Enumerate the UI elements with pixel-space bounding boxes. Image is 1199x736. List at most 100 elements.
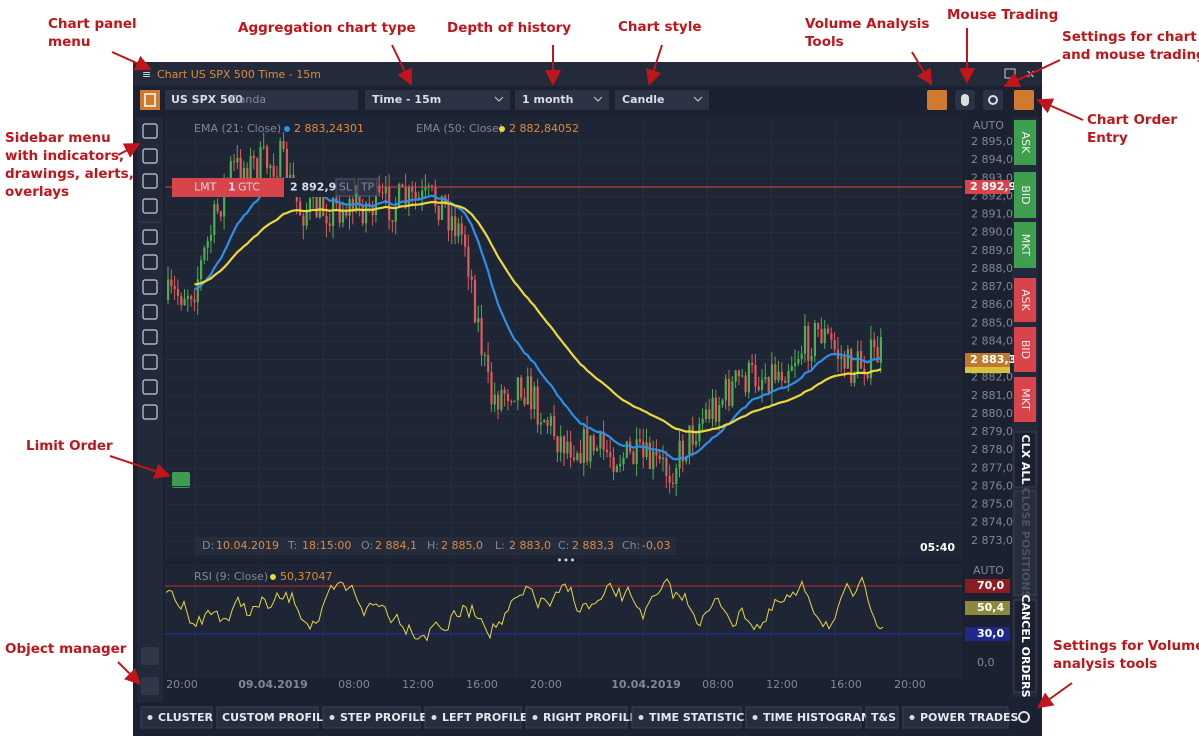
order-entry-button[interactable] xyxy=(1014,172,1036,218)
menu-icon[interactable]: ≡ xyxy=(142,68,151,81)
candle-body xyxy=(625,441,628,458)
bottom-button[interactable] xyxy=(424,706,522,729)
sidebar-tool[interactable] xyxy=(142,254,158,270)
bottom-button[interactable] xyxy=(745,706,862,729)
annotation: Settings for chart xyxy=(1062,29,1197,45)
sidebar-tool[interactable] xyxy=(142,148,158,164)
settings-button[interactable] xyxy=(983,90,1003,110)
price-tag-label: 2 892,9 xyxy=(970,180,1016,193)
order-entry-button[interactable] xyxy=(1014,120,1036,165)
annotation: Chart Order xyxy=(1087,112,1177,128)
rsi-line xyxy=(165,576,884,642)
info-value: 10.04.2019 xyxy=(216,539,279,552)
sidebar-tool[interactable] xyxy=(142,404,158,420)
order-entry-button[interactable] xyxy=(1014,222,1036,268)
order-entry-button[interactable] xyxy=(1014,377,1036,422)
bottom-button[interactable] xyxy=(902,706,1009,729)
bottom-dot xyxy=(329,715,335,720)
candle-body xyxy=(308,198,312,213)
candle-body xyxy=(665,457,668,476)
trash-button[interactable] xyxy=(141,647,159,665)
gear-icon xyxy=(988,95,998,105)
order-entry-button[interactable] xyxy=(1014,278,1036,322)
candle-body xyxy=(450,216,453,231)
rsi-tag xyxy=(965,627,1010,641)
order-entry-button[interactable] xyxy=(1013,599,1037,693)
order-entry-button[interactable] xyxy=(1013,431,1037,488)
depth-select[interactable] xyxy=(515,90,609,110)
annotation: Sidebar menu xyxy=(5,130,111,146)
bottom-button[interactable] xyxy=(865,706,899,729)
rsi-tag xyxy=(965,579,1010,593)
price-label: 2 881,0 xyxy=(971,389,1013,402)
panel-icon xyxy=(144,93,156,107)
candle-body xyxy=(454,216,457,237)
order-entry-button[interactable] xyxy=(1013,490,1037,596)
sidebar-tool[interactable] xyxy=(142,354,158,370)
order-label[interactable] xyxy=(172,178,284,197)
volume-settings-button[interactable] xyxy=(1018,711,1030,723)
annotation: Chart panel xyxy=(48,16,137,32)
volume-tools-button[interactable] xyxy=(927,90,947,110)
candle-body xyxy=(718,404,721,422)
order-sl: SL xyxy=(339,181,353,194)
candle-body xyxy=(411,187,414,192)
candle-body xyxy=(734,370,737,382)
bottom-button[interactable] xyxy=(525,706,628,729)
arrow xyxy=(391,44,412,86)
order-button[interactable] xyxy=(357,178,378,197)
sidebar-tool[interactable] xyxy=(142,198,158,214)
candle-body xyxy=(186,296,189,299)
order-button[interactable] xyxy=(335,178,356,197)
candle-body xyxy=(866,374,869,379)
bottom-button[interactable] xyxy=(322,706,421,729)
candle-body xyxy=(787,370,790,383)
sidebar-tool[interactable] xyxy=(142,304,158,320)
bottom-button[interactable] xyxy=(140,706,213,729)
candle-body xyxy=(662,457,665,460)
panel-menu-button[interactable] xyxy=(140,90,160,110)
candle-body xyxy=(285,148,288,187)
sidebar-tool[interactable] xyxy=(142,379,158,395)
order-entry-button[interactable] xyxy=(1014,327,1036,372)
aggregation-select[interactable] xyxy=(365,90,510,110)
candle-body xyxy=(417,197,420,199)
candle-body xyxy=(394,207,397,222)
candle-body xyxy=(464,234,467,247)
sidebar-tool[interactable] xyxy=(142,329,158,345)
arrow xyxy=(1036,682,1073,709)
candle-body xyxy=(879,336,882,363)
price-label: 2 876,0 xyxy=(971,479,1013,492)
candle-body xyxy=(299,201,302,216)
candle-body xyxy=(602,431,605,450)
sidebar-tool[interactable] xyxy=(142,279,158,295)
pane-splitter[interactable]: ••• xyxy=(556,554,575,567)
object-manager-button[interactable] xyxy=(141,677,159,695)
candle-body xyxy=(345,211,348,216)
candle-body xyxy=(470,276,473,280)
style-select[interactable] xyxy=(615,90,709,110)
bottom-button[interactable] xyxy=(216,706,319,729)
style: Candle xyxy=(622,93,664,106)
price-label: 2 890,0 xyxy=(971,226,1013,239)
sidebar-tool[interactable] xyxy=(142,229,158,245)
time-label: 10.04.2019 xyxy=(611,678,681,691)
candle-body xyxy=(467,246,470,277)
candle-body xyxy=(401,184,404,188)
bottom-button[interactable] xyxy=(631,706,742,729)
axis-mode: AUTO xyxy=(973,119,1004,132)
sidebar-tool[interactable] xyxy=(142,123,158,139)
candle-body xyxy=(398,184,401,208)
instrument-box[interactable] xyxy=(165,90,358,110)
order-entry-button[interactable] xyxy=(1014,90,1034,110)
time-label: 16:00 xyxy=(466,678,498,691)
candle-body xyxy=(193,299,196,303)
info-value: 2 885,0 xyxy=(441,539,483,552)
limit-order-button[interactable] xyxy=(172,472,190,488)
candle-body xyxy=(530,376,533,409)
sidebar-tool[interactable] xyxy=(142,173,158,189)
time-label: 12:00 xyxy=(766,678,798,691)
info-label: O: xyxy=(361,539,373,552)
candle-body xyxy=(332,197,335,227)
